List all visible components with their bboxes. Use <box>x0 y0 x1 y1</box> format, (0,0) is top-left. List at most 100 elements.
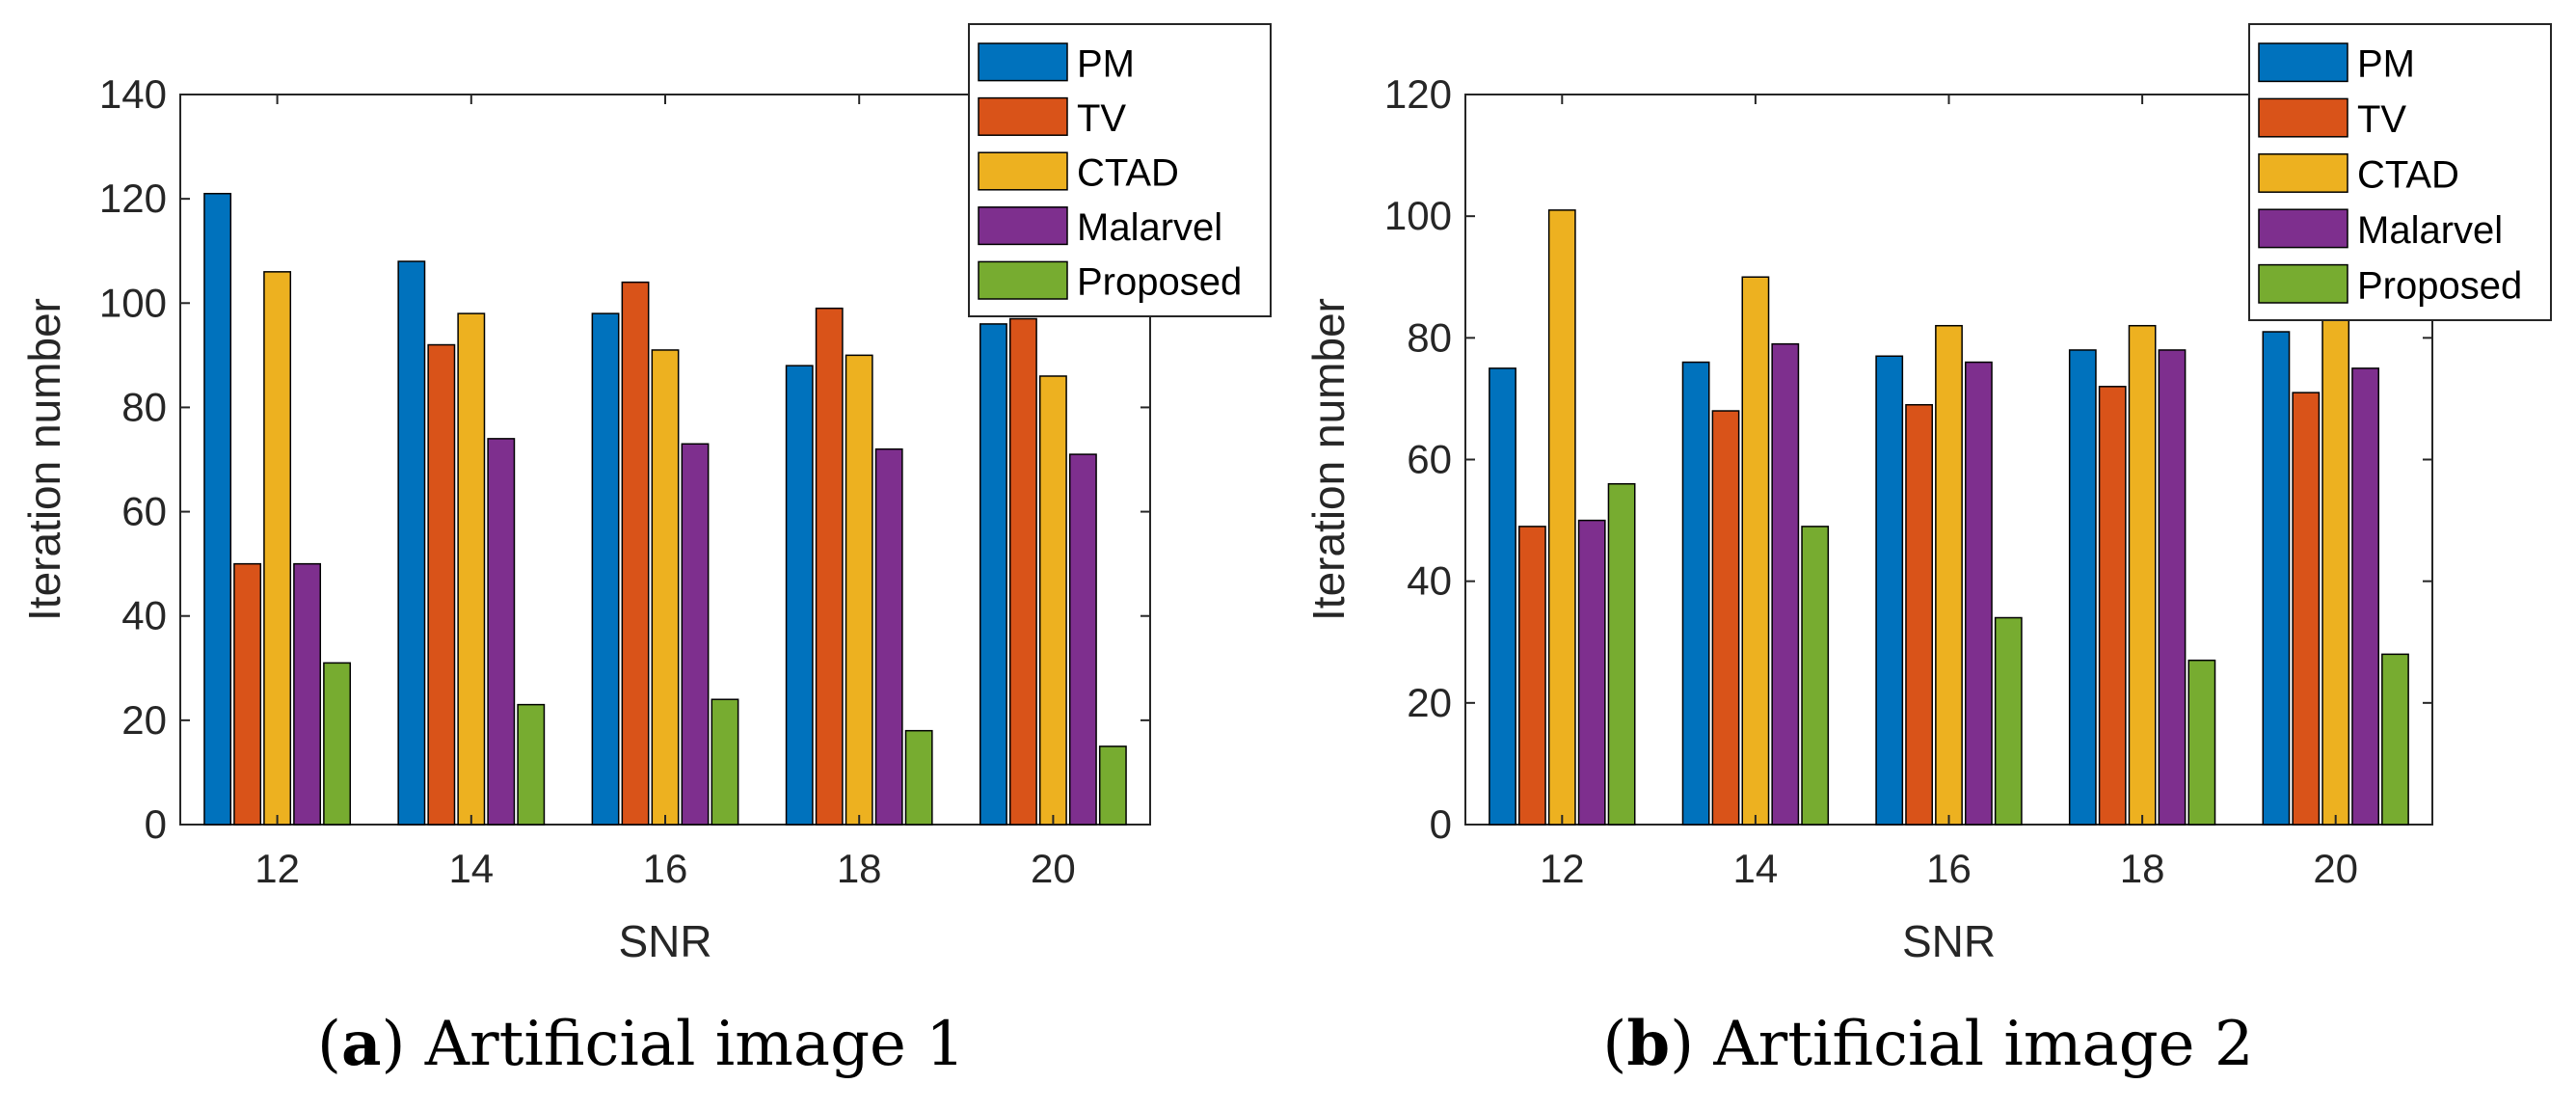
x-tick-label: 16 <box>1926 846 1972 891</box>
bar-tv-16 <box>1905 403 1933 826</box>
bar-proposed-16 <box>1994 616 2023 826</box>
chart-panel-a: 0 20 40 60 80 100 120 140 12 14 16 18 20 SNR Iteration… <box>19 23 1272 1080</box>
bar-proposed-12 <box>323 662 352 826</box>
y-tick-label: 0 <box>145 801 167 847</box>
bar-ctad-18 <box>2128 324 2157 826</box>
y-axis-label: Iteration number <box>19 298 69 621</box>
bar-tv-16 <box>621 281 650 826</box>
bar-proposed-18 <box>904 729 933 826</box>
legend-label-malarvel: Malarvel <box>2357 209 2503 252</box>
y-tick-label: 140 <box>99 71 167 117</box>
x-tick-label: 18 <box>837 846 882 891</box>
caption-paren-close: ) <box>1670 1009 1713 1080</box>
bar-tv-14 <box>1711 410 1740 826</box>
bar-malarvel-20 <box>2351 367 2379 826</box>
bar-proposed-20 <box>2381 653 2409 826</box>
legend-label-malarvel: Malarvel <box>1077 206 1222 249</box>
legend-label-pm: PM <box>1077 42 1135 85</box>
caption-paren-close: ) <box>381 1009 424 1080</box>
bar-proposed-18 <box>2187 659 2216 826</box>
x-tick-label: 12 <box>1540 846 1585 891</box>
caption-paren-open: ( <box>1602 1009 1626 1080</box>
caption-text: Artificial image 2 <box>1712 1009 2253 1080</box>
x-tick-label: 16 <box>643 846 688 891</box>
bar-pm-12 <box>1489 367 1516 826</box>
legend-swatch-pm <box>2258 42 2348 83</box>
bar-ctad-20 <box>2321 312 2350 826</box>
bar-malarvel-16 <box>681 443 710 826</box>
bar-pm-14 <box>1681 361 1710 826</box>
bar-ctad-20 <box>1038 375 1067 826</box>
bar-pm-16 <box>1875 355 1904 826</box>
legend-label-proposed: Proposed <box>1077 261 1242 304</box>
bar-pm-16 <box>591 312 620 826</box>
bar-tv-18 <box>815 307 844 826</box>
bar-pm-14 <box>397 260 426 826</box>
y-tick-label: 120 <box>99 176 167 221</box>
bar-ctad-14 <box>457 312 486 826</box>
y-tick-label: 60 <box>121 489 167 534</box>
bar-tv-18 <box>2098 386 2127 826</box>
y-tick-label: 40 <box>121 593 167 638</box>
bar-malarvel-14 <box>1771 342 1800 826</box>
caption-letter: b <box>1626 1008 1670 1080</box>
bar-malarvel-18 <box>874 447 903 826</box>
bar-tv-12 <box>233 562 262 826</box>
bar-ctad-14 <box>1741 276 1770 826</box>
legend-swatch-proposed <box>978 260 1068 300</box>
legend-label-tv: TV <box>1077 97 1126 140</box>
bar-ctad-12 <box>263 271 292 826</box>
bar-pm-20 <box>979 323 1007 826</box>
bar-pm-18 <box>2068 349 2097 826</box>
y-tick-label: 100 <box>1384 193 1452 238</box>
x-tick-label: 20 <box>2313 846 2358 891</box>
legend-swatch-ctad <box>978 151 1068 191</box>
bar-tv-12 <box>1518 526 1546 826</box>
legend-swatch-malarvel <box>978 206 1068 246</box>
legend-swatch-tv <box>2258 97 2348 138</box>
chart-panel-b: 0 20 40 60 80 100 120 12 14 16 18 20 SNR Iteration nu… <box>1303 23 2552 1080</box>
bar-proposed-12 <box>1607 482 1636 826</box>
bar-tv-14 <box>427 343 456 826</box>
bar-malarvel-20 <box>1068 453 1097 826</box>
bar-pm-12 <box>203 192 232 826</box>
y-tick-label: 40 <box>1407 558 1452 604</box>
caption: (b) Artificial image 2 <box>1602 1008 2253 1080</box>
bar-proposed-14 <box>517 703 546 826</box>
bar-tv-20 <box>1008 317 1037 826</box>
legend-label-proposed: Proposed <box>2357 264 2522 307</box>
bar-ctad-12 <box>1547 209 1576 826</box>
legend-label-ctad: CTAD <box>2357 154 2459 197</box>
y-tick-label: 60 <box>1407 437 1452 482</box>
y-tick-label: 100 <box>99 280 167 325</box>
bar-malarvel-12 <box>1577 519 1606 826</box>
x-tick-label: 20 <box>1031 846 1076 891</box>
y-tick-label: 20 <box>1407 680 1452 725</box>
bar-malarvel-16 <box>1965 361 1993 826</box>
x-axis-label: SNR <box>1902 916 1996 966</box>
x-tick-label: 14 <box>1733 846 1779 891</box>
bar-proposed-14 <box>1801 526 1830 826</box>
y-tick-label: 80 <box>121 384 167 429</box>
x-tick-label: 14 <box>448 846 494 891</box>
bar-ctad-18 <box>845 354 873 826</box>
bar-pm-20 <box>2262 331 2291 826</box>
legend-swatch-malarvel <box>2258 208 2348 249</box>
legend-label-pm: PM <box>2357 43 2415 86</box>
bar-proposed-20 <box>1098 745 1127 826</box>
bar-malarvel-12 <box>293 562 322 826</box>
legend-swatch-pm <box>978 42 1068 82</box>
x-tick-label: 12 <box>255 846 300 891</box>
legend: PM TV CTAD Malarvel Proposed <box>2248 23 2552 321</box>
bar-malarvel-18 <box>2158 349 2187 826</box>
legend: PM TV CTAD Malarvel Proposed <box>968 23 1272 317</box>
caption-letter: a <box>341 1008 381 1080</box>
x-axis-label: SNR <box>618 916 711 966</box>
bar-malarvel-14 <box>487 438 516 826</box>
y-tick-label: 120 <box>1384 71 1452 117</box>
legend-label-ctad: CTAD <box>1077 152 1179 195</box>
bar-tv-20 <box>2292 392 2321 826</box>
caption-text: Artificial image 1 <box>424 1009 965 1080</box>
y-axis-label: Iteration number <box>1303 298 1354 621</box>
